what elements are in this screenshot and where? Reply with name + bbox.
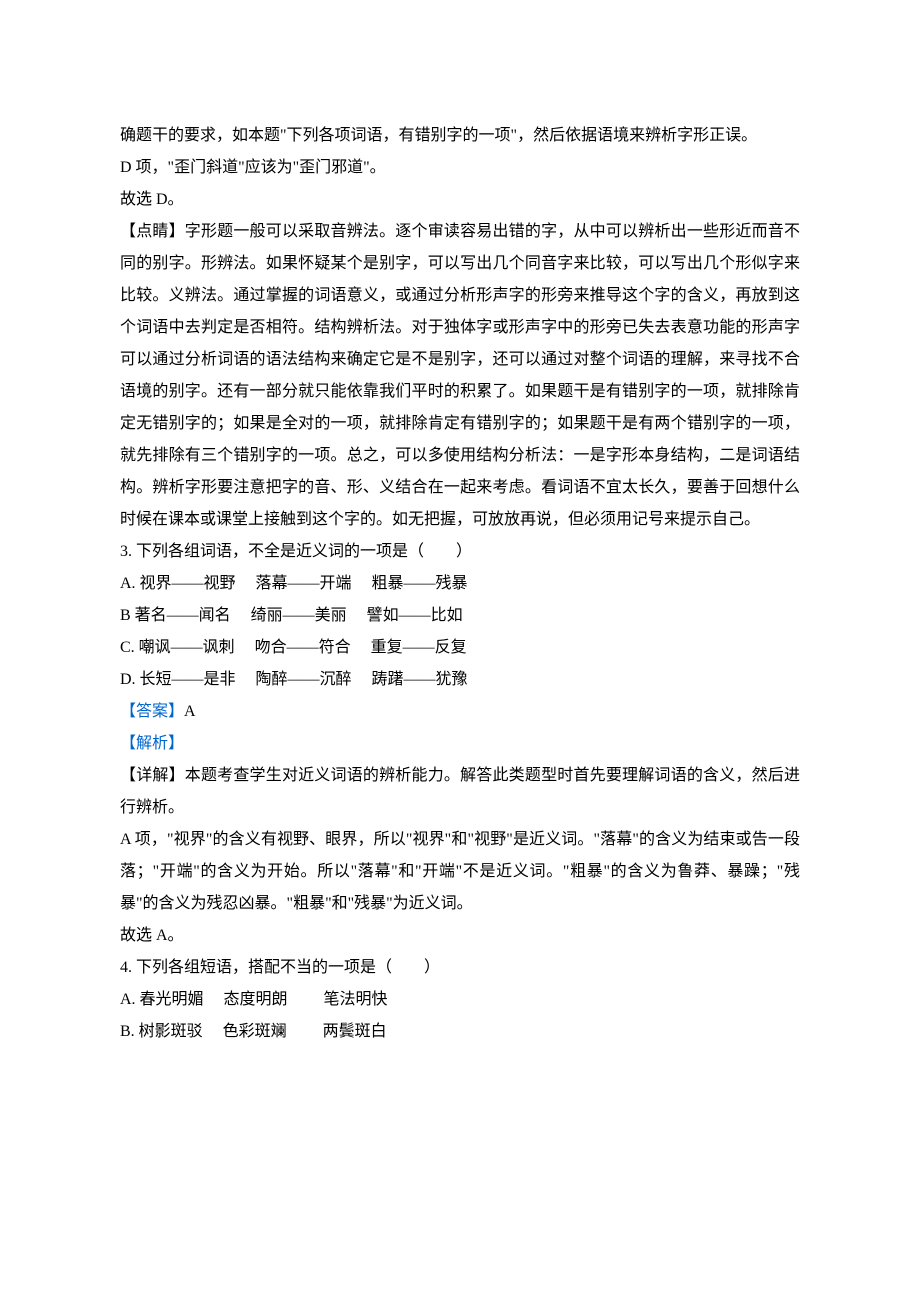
answer-line: 【答案】A xyxy=(120,696,800,728)
question-3-option-d: D. 长短——是非 陶醉——沉醉 踌躇——犹豫 xyxy=(120,664,800,696)
paragraph: 故选 D。 xyxy=(120,184,800,216)
paragraph: 确题干的要求，如本题"下列各项词语，有错别字的一项"，然后依据语境来辨析字形正误… xyxy=(120,120,800,152)
question-4-stem: 4. 下列各组短语，搭配不当的一项是（ ） xyxy=(120,952,800,984)
answer-label: 【答案】 xyxy=(120,703,184,720)
option-text: B. 树影斑驳 色彩斑斓 两鬓斑白 xyxy=(120,1023,387,1040)
detail-paragraph: 【详解】本题考查学生对近义词语的辨析能力。解答此类题型时首先要理解词语的含义，然… xyxy=(120,760,800,824)
detail-paragraph: A 项，"视界"的含义有视野、眼界，所以"视界"和"视野"是近义词。"落幕"的含… xyxy=(120,824,800,920)
document-content: 确题干的要求，如本题"下列各项词语，有错别字的一项"，然后依据语境来辨析字形正误… xyxy=(120,120,800,1048)
option-text: D. 长短——是非 陶醉——沉醉 踌躇——犹豫 xyxy=(120,671,468,688)
paragraph: D 项，"歪门斜道"应该为"歪门邪道"。 xyxy=(120,152,800,184)
analysis-label: 【解析】 xyxy=(120,735,184,752)
detail-paragraph: 故选 A。 xyxy=(120,920,800,952)
answer-value: A xyxy=(184,703,196,720)
question-4-option-b: B. 树影斑驳 色彩斑斓 两鬓斑白 xyxy=(120,1016,800,1048)
tip-paragraph: 【点睛】字形题一般可以采取音辨法。逐个审读容易出错的字，从中可以辨析出一些形近而… xyxy=(120,216,800,536)
question-3-stem: 3. 下列各组词语，不全是近义词的一项是（ ） xyxy=(120,536,800,568)
option-text: A. 春光明媚 态度明朗 笔法明快 xyxy=(120,991,388,1008)
option-text: B 著名——闻名 绮丽——美丽 譬如——比如 xyxy=(120,607,463,624)
question-3-option-c: C. 嘲讽——讽刺 吻合——符合 重复——反复 xyxy=(120,632,800,664)
option-text: A. 视界——视野 落幕——开端 粗暴——残暴 xyxy=(120,575,468,592)
analysis-line: 【解析】 xyxy=(120,728,800,760)
option-text: C. 嘲讽——讽刺 吻合——符合 重复——反复 xyxy=(120,639,467,656)
question-4-option-a: A. 春光明媚 态度明朗 笔法明快 xyxy=(120,984,800,1016)
question-3-option-a: A. 视界——视野 落幕——开端 粗暴——残暴 xyxy=(120,568,800,600)
question-3-option-b: B 著名——闻名 绮丽——美丽 譬如——比如 xyxy=(120,600,800,632)
